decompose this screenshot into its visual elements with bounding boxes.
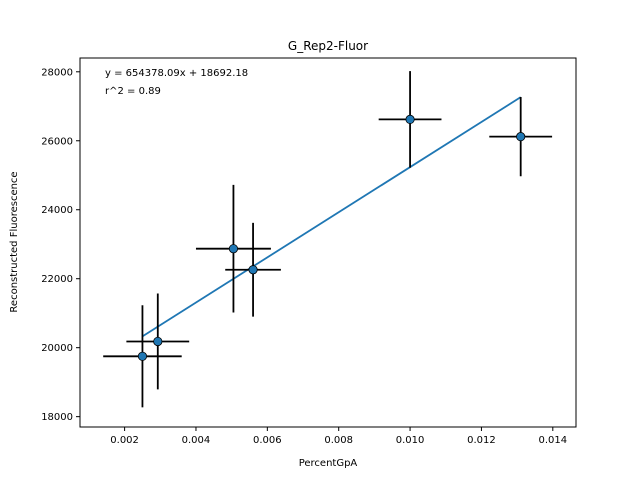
fit-line — [141, 96, 522, 338]
data-point-1 — [153, 336, 163, 347]
plot-frame — [79, 57, 577, 428]
equation-annotation: y = 654378.09x + 18692.18 — [105, 68, 248, 79]
x-tick-label-4: 0.010 — [396, 435, 425, 446]
y-tick-label-3: 24000 — [41, 205, 73, 216]
data-point-0 — [137, 351, 148, 361]
x-axis-label: PercentGpA — [299, 458, 358, 469]
data-point-3 — [248, 265, 258, 275]
y-tick-label-4: 26000 — [41, 136, 73, 147]
y-tick-label-2: 22000 — [41, 274, 73, 285]
y-tick-label-0: 18000 — [41, 412, 73, 423]
data-point-2 — [228, 244, 239, 254]
r-squared-annotation: r^2 = 0.89 — [105, 86, 161, 97]
tick-layer: 0.002 0.004 0.006 0.008 0.010 0.012 0.014 18000… — [41, 67, 567, 446]
plot-layer — [103, 71, 553, 408]
data-point-4 — [405, 114, 415, 124]
y-tick-label-5: 28000 — [41, 67, 73, 78]
y-axis-label: Reconstructed Fluorescence — [9, 171, 20, 312]
x-tick-label-5: 0.012 — [467, 435, 496, 446]
y-tick-label-1: 20000 — [41, 343, 73, 354]
chart-title: G_Rep2-Fluor — [288, 39, 368, 53]
x-tick-label-0: 0.002 — [110, 435, 139, 446]
x-tick-label-1: 0.004 — [182, 435, 211, 446]
x-tick-label-2: 0.006 — [253, 435, 282, 446]
x-tick-label-3: 0.008 — [324, 435, 353, 446]
data-point-5 — [516, 132, 526, 142]
x-tick-label-6: 0.014 — [538, 435, 567, 446]
